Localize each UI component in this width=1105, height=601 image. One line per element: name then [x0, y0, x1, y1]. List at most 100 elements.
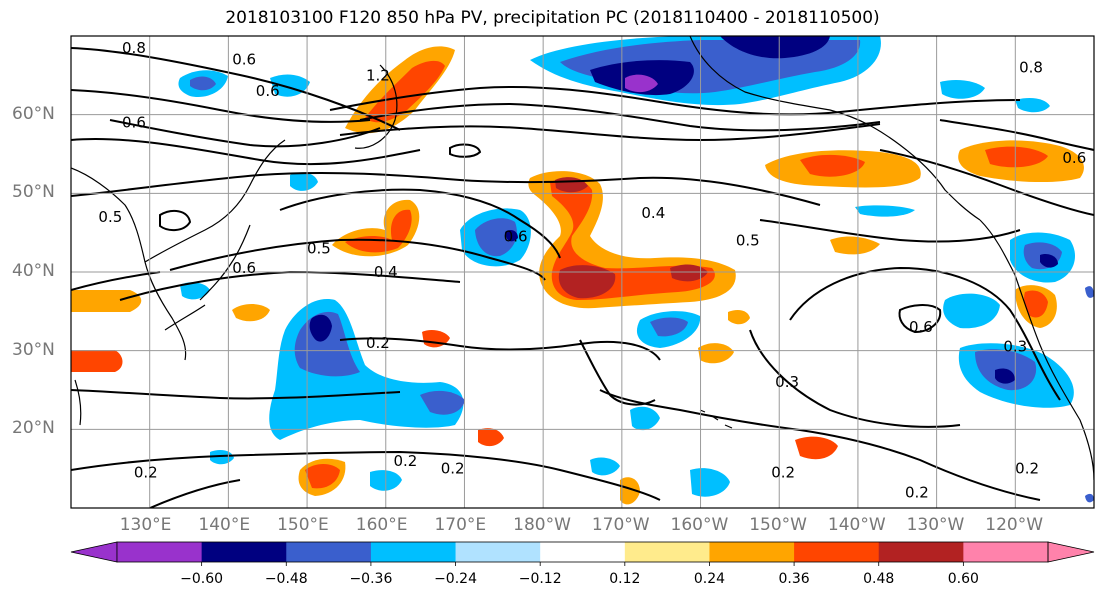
pv-contour: [939, 119, 1094, 151]
contour-label: 0.2: [441, 460, 465, 478]
pv-contour: [159, 209, 192, 232]
contour-label: 0.5: [736, 232, 760, 250]
pv-contour: [789, 266, 1061, 401]
pv-contour: [71, 389, 401, 400]
contour-label: 0.5: [98, 208, 122, 226]
contour-label: 0.4: [374, 263, 398, 281]
map-title: 2018103100 F120 850 hPa PV, precipitatio…: [225, 8, 880, 28]
pv-contour: [359, 102, 881, 132]
latitude-label: 30°N: [12, 339, 55, 360]
colorbar-extend-low: [70, 541, 118, 563]
contour-label: 0.3: [1003, 338, 1027, 356]
colorbar-segment: [624, 542, 710, 562]
pc-negative-region: [650, 317, 688, 337]
pc-positive-region: [728, 310, 750, 325]
colorbar-tick-label: −0.60: [180, 571, 224, 587]
pc-positive-region: [558, 265, 616, 299]
pc-negative-region: [995, 368, 1015, 384]
colorbar-tick-label: 0.48: [863, 571, 895, 587]
longitude-label: 170°E: [434, 515, 487, 535]
contour-label: 0.2: [905, 483, 929, 501]
pv-contour: [339, 123, 881, 142]
colorbar-tick-label: 0.24: [693, 571, 726, 587]
pc-positive-region: [985, 146, 1048, 168]
pc-positive-region: [71, 290, 142, 312]
contour-label: 0.4: [641, 204, 665, 222]
pc-positive-region: [71, 350, 123, 372]
colorbar-segment: [794, 542, 880, 562]
pv-contour: [599, 389, 1041, 501]
pv-contour: [71, 89, 371, 123]
map-frame: [70, 35, 1095, 509]
pc-negative-region: [590, 457, 620, 476]
colorbar-tick-label: −0.24: [434, 571, 477, 587]
pc-positive-region: [698, 343, 734, 364]
pv-contour: [898, 304, 942, 334]
pc-negative-region: [855, 205, 915, 217]
pc-positive-region: [305, 464, 340, 489]
contour-label: 0.8: [122, 39, 146, 57]
contour-label: 0.6: [909, 318, 933, 336]
longitude-label: 160°W: [670, 515, 729, 535]
longitude-label: 140°E: [198, 515, 251, 535]
colorbar-segment: [455, 542, 541, 562]
pv-contour: [749, 329, 961, 428]
contour-label: 0.6: [232, 259, 256, 277]
contour-label: 0.2: [134, 464, 158, 482]
pc-negative-region: [190, 76, 216, 91]
pc-negative-region: [720, 36, 830, 59]
contour-label: 0.2: [771, 464, 795, 482]
pc-positive-region: [795, 436, 838, 460]
pv-contour: [329, 85, 1021, 116]
pc-positive-region: [620, 477, 640, 505]
pc-positive-region: [800, 154, 865, 177]
pv-contour: [71, 450, 661, 501]
colorbar-segment: [709, 542, 795, 562]
pv-contour: [71, 171, 821, 206]
pv-contour: [71, 47, 401, 131]
colorbar-tick-label: −0.36: [349, 571, 393, 587]
latitude-label: 60°N: [12, 103, 55, 124]
colorbar-segment: [201, 542, 287, 562]
latitude-label: 20°N: [12, 418, 55, 439]
longitude-label: 160°E: [355, 515, 408, 535]
colorbar-tick-label: −0.48: [264, 571, 308, 587]
pv-contour: [71, 138, 421, 166]
pv-contour: [279, 188, 561, 259]
graticule: [71, 36, 1094, 508]
pc-negative-region: [1040, 254, 1058, 268]
colorbar-segment: [286, 542, 372, 562]
contour-label: 0.6: [122, 114, 146, 132]
pc-negative-region: [290, 172, 318, 191]
pc-negative-region: [420, 390, 465, 415]
pc-negative-region: [1085, 493, 1094, 503]
coastline-kamchatka: [354, 64, 398, 149]
pc-negative-region: [1085, 286, 1094, 298]
longitude-label: 150°W: [749, 515, 807, 535]
precipitation-fills: [71, 36, 1094, 505]
coastline-na-west: [979, 219, 1094, 481]
contour-label: 1.2: [366, 66, 390, 84]
colorbar-segment: [878, 542, 964, 562]
longitude-label: 130°W: [906, 515, 965, 535]
contour-labels: 0.80.61.20.60.60.40.60.40.5 0.50.60.50.20…: [98, 39, 1086, 501]
contour-label: 0.2: [366, 334, 390, 352]
colorbar-segment: [117, 542, 203, 562]
longitude-label: 170°W: [591, 515, 650, 535]
colorbar-tick-label: 0.60: [947, 571, 979, 587]
colorbar-segment: [963, 542, 1049, 562]
contour-label: 0.2: [394, 452, 418, 470]
pc-positive-region: [670, 264, 708, 282]
colorbar: [70, 541, 1095, 566]
colorbar-outline: [116, 541, 1049, 563]
pc-positive-region: [830, 236, 880, 255]
colorbar-segment: [370, 542, 457, 562]
pc-positive-region: [478, 428, 504, 447]
colorbar-extend-high: [1047, 541, 1095, 563]
pc-negative-region: [940, 80, 985, 99]
pv-contours: [71, 47, 1094, 508]
pc-positive-region: [365, 60, 445, 123]
contour-label: 0.6: [256, 82, 280, 100]
contour-label: 0.6: [232, 51, 256, 69]
